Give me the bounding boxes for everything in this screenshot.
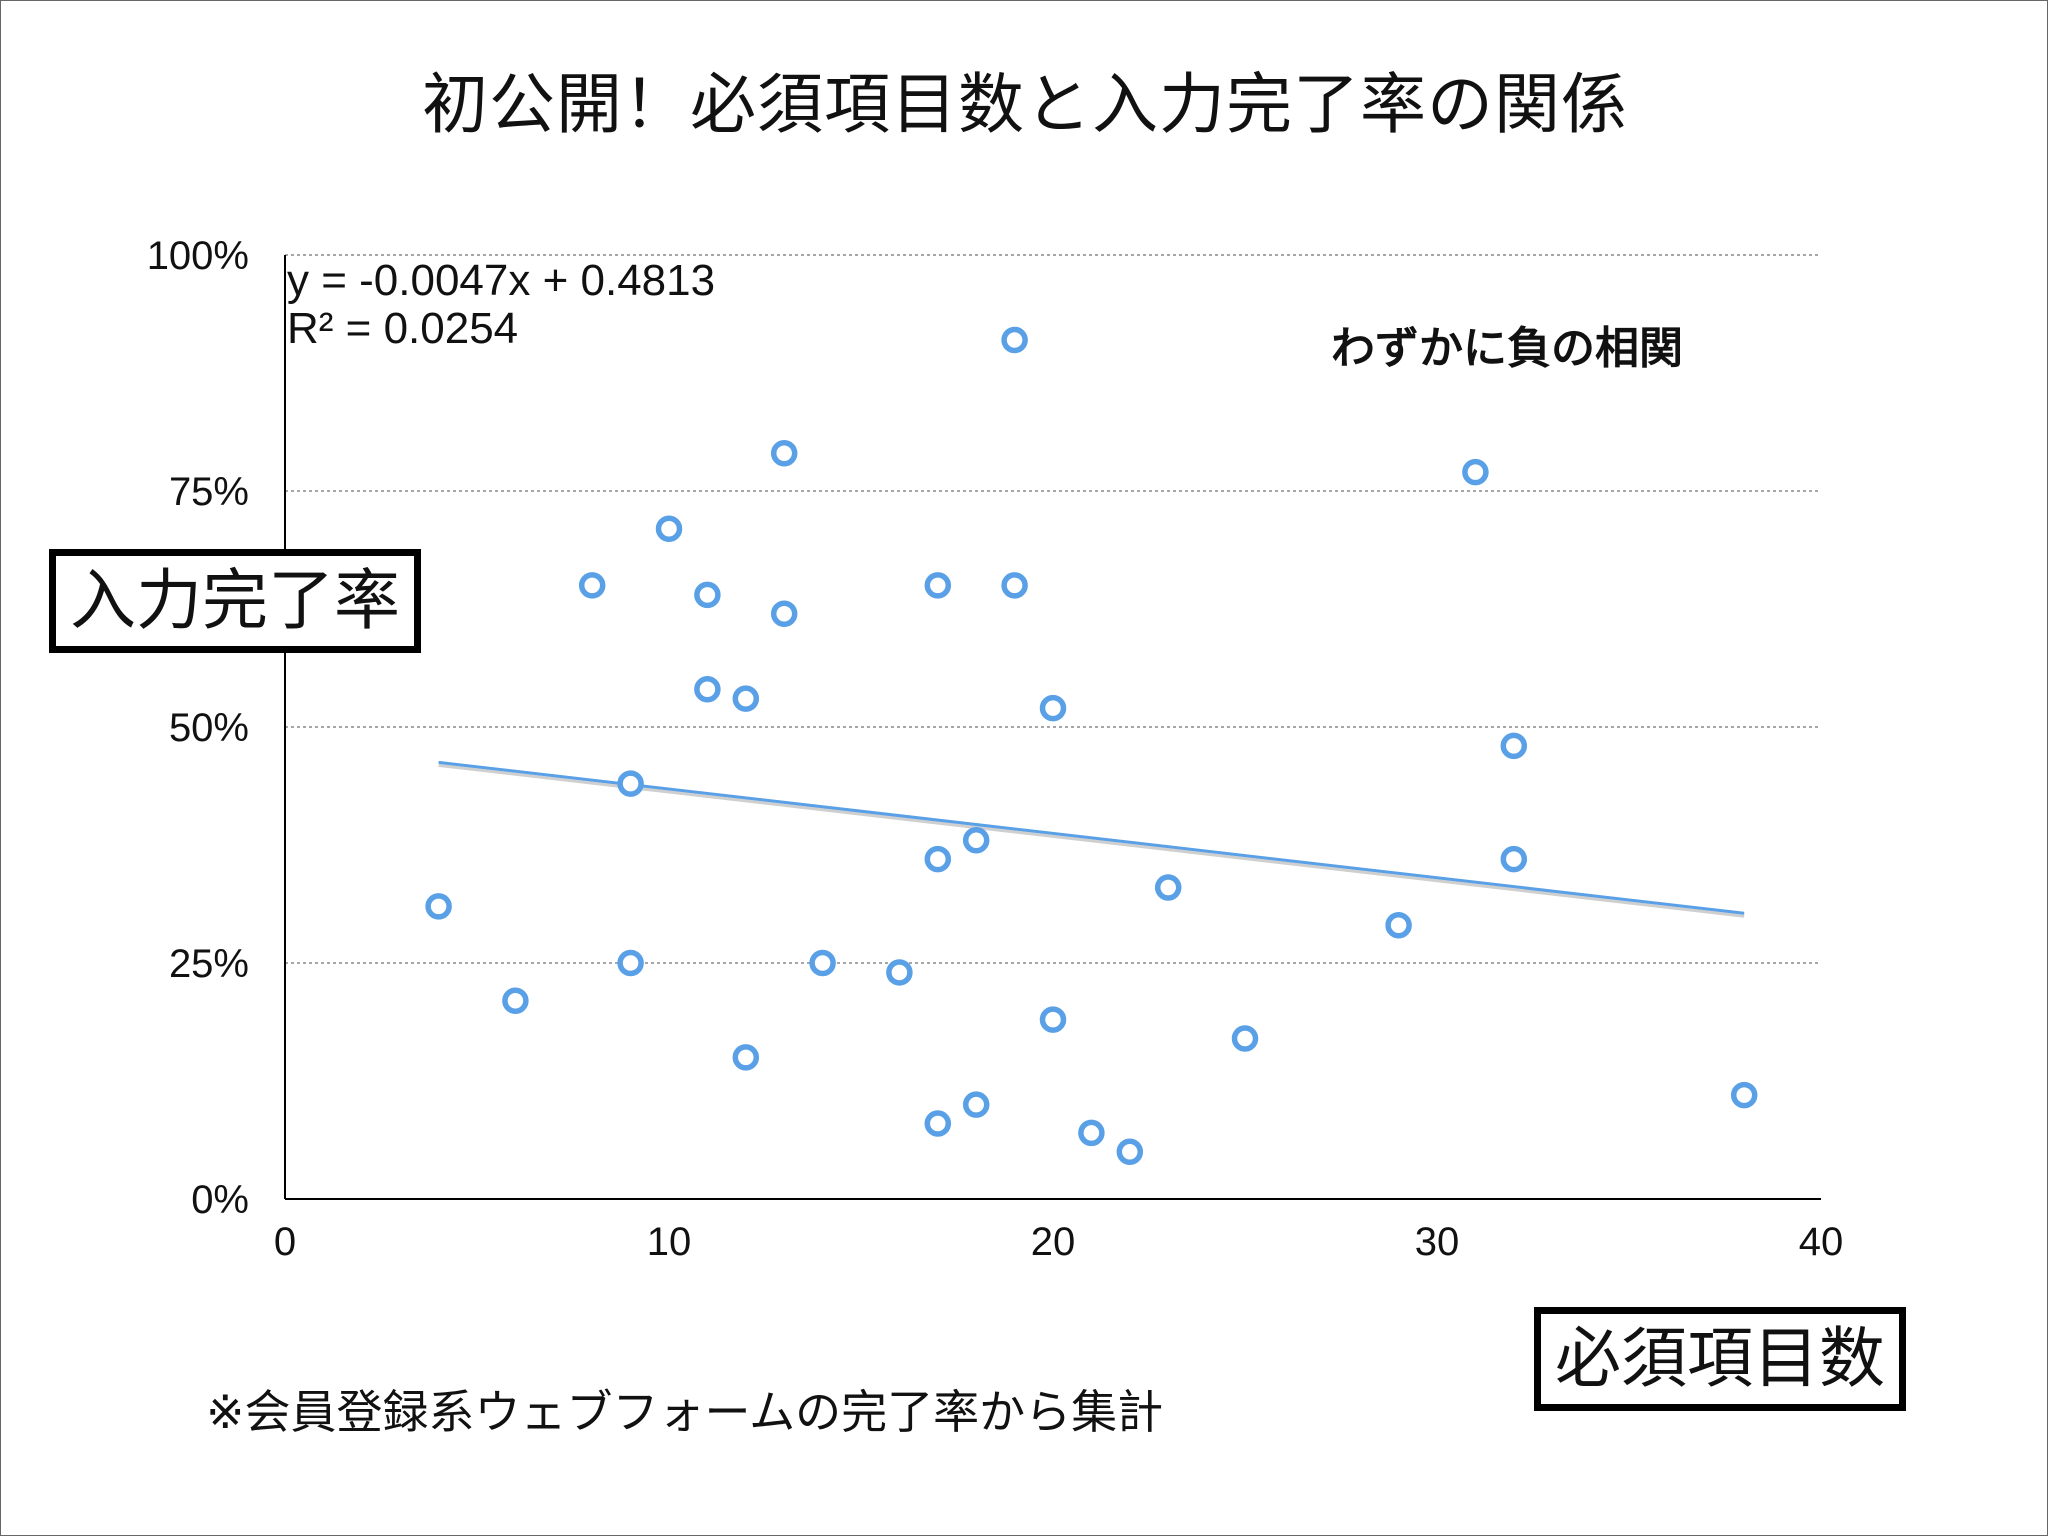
data-point: [1231, 1025, 1259, 1052]
trendline: [438, 760, 1745, 915]
footnote: ※会員登録系ウェブフォームの完了率から集計: [206, 1385, 1164, 1439]
data-point: [502, 987, 529, 1015]
data-point: [1385, 911, 1412, 939]
data-point: [886, 959, 913, 986]
data-point: [1730, 1081, 1758, 1109]
correlation-annotation: わずかに負の相関: [1331, 323, 1683, 374]
x-tick-label: 40: [1799, 1220, 1844, 1264]
data-point: [617, 770, 644, 797]
data-point: [962, 827, 990, 854]
x-tick-label: 0: [274, 1220, 296, 1264]
x-tick-label: 30: [1415, 1220, 1460, 1264]
data-point: [1001, 326, 1028, 354]
data-point: [770, 600, 798, 627]
chart-title: 初公開！必須項目数と入力完了率の関係: [422, 66, 1628, 143]
data-point: [962, 1091, 990, 1118]
data-point: [694, 675, 721, 703]
data-point: [617, 949, 644, 977]
data-point: [732, 1044, 760, 1071]
data-point: [578, 572, 606, 599]
data-point: [1116, 1138, 1144, 1166]
y-tick-label: 0%: [191, 1178, 249, 1222]
data-point: [924, 572, 952, 599]
y-axis-label: 入力完了率: [49, 549, 421, 653]
data-point: [1039, 694, 1067, 722]
data-point: [1078, 1119, 1105, 1147]
data-point: [809, 949, 836, 977]
data-point: [924, 845, 952, 873]
y-tick-label: 50%: [169, 706, 249, 750]
x-tick-label: 20: [1031, 1220, 1076, 1264]
r-squared: R² = 0.0254: [287, 304, 518, 353]
y-tick-label: 25%: [169, 942, 249, 986]
data-point: [425, 893, 452, 920]
y-tick-label: 75%: [169, 470, 249, 514]
x-axis-label: 必須項目数: [1534, 1307, 1906, 1411]
y-tick-label: 100%: [147, 234, 249, 278]
data-point: [655, 515, 683, 543]
data-point: [1039, 1006, 1067, 1033]
data-point: [1001, 572, 1028, 599]
x-tick-label: 10: [647, 1220, 692, 1264]
data-point: [924, 1110, 952, 1137]
data-point: [694, 581, 721, 609]
trendline-equation: y = -0.0047x + 0.4813: [287, 256, 715, 305]
data-point: [1462, 458, 1489, 486]
data-point: [732, 685, 760, 712]
data-point: [1500, 732, 1528, 760]
trendline-shadow: [438, 763, 1745, 918]
data-point: [1154, 874, 1182, 901]
data-point: [770, 439, 798, 467]
data-point: [1500, 845, 1528, 873]
